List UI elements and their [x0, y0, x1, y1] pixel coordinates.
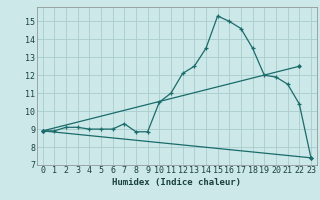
X-axis label: Humidex (Indice chaleur): Humidex (Indice chaleur): [112, 178, 241, 187]
